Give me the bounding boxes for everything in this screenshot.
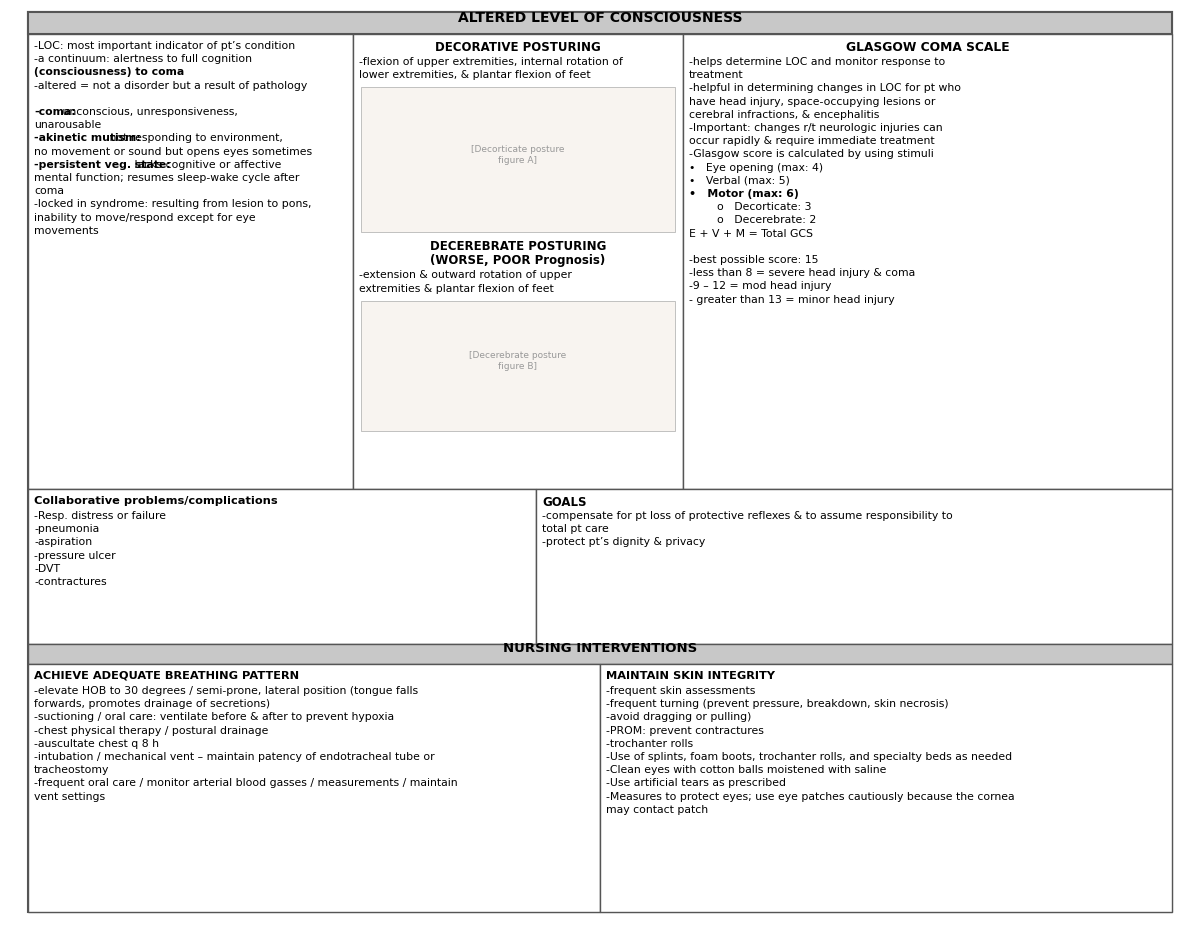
Text: unarousable: unarousable [34, 121, 101, 130]
Text: -auscultate chest q 8 h: -auscultate chest q 8 h [34, 739, 158, 749]
Text: -trochanter rolls: -trochanter rolls [606, 739, 694, 749]
Text: -frequent oral care / monitor arterial blood gasses / measurements / maintain: -frequent oral care / monitor arterial b… [34, 779, 457, 788]
Text: -frequent turning (prevent pressure, breakdown, skin necrosis): -frequent turning (prevent pressure, bre… [606, 699, 949, 709]
Text: mental function; resumes sleep-wake cycle after: mental function; resumes sleep-wake cycl… [34, 173, 299, 183]
Text: -locked in syndrome: resulting from lesion to pons,: -locked in syndrome: resulting from lesi… [34, 199, 312, 210]
Bar [361, 300, 674, 431]
Text: -9 – 12 = mod head injury: -9 – 12 = mod head injury [689, 282, 832, 291]
Text: lower extremities, & plantar flexion of feet: lower extremities, & plantar flexion of … [359, 70, 590, 81]
Text: [Decorticate posture
figure A]: [Decorticate posture figure A] [472, 146, 565, 165]
Text: -PROM: prevent contractures: -PROM: prevent contractures [606, 726, 764, 736]
Text: -contractures: -contractures [34, 577, 107, 587]
Text: ALTERED LEVEL OF CONSCIOUSNESS: ALTERED LEVEL OF CONSCIOUSNESS [457, 11, 743, 25]
Text: -aspiration: -aspiration [34, 538, 92, 548]
Bar [353, 34, 683, 489]
Text: unconscious, unresponsiveness,: unconscious, unresponsiveness, [59, 107, 238, 117]
Text: -Measures to protect eyes; use eye patches cautiously because the cornea: -Measures to protect eyes; use eye patch… [606, 792, 1015, 802]
Bar [536, 489, 1172, 644]
Text: may contact patch: may contact patch [606, 805, 708, 815]
Text: -compensate for pt loss of protective reflexes & to assume responsibility to: -compensate for pt loss of protective re… [542, 511, 953, 521]
Bar [28, 664, 600, 912]
Text: -altered = not a disorder but a result of pathology: -altered = not a disorder but a result o… [34, 81, 307, 91]
Text: -best possible score: 15: -best possible score: 15 [689, 255, 818, 265]
Text: -akinetic mutism:: -akinetic mutism: [34, 133, 140, 144]
Text: have head injury, space-occupying lesions or: have head injury, space-occupying lesion… [689, 96, 935, 107]
Text: -frequent skin assessments: -frequent skin assessments [606, 686, 755, 696]
Bar [28, 489, 536, 644]
Text: -less than 8 = severe head injury & coma: -less than 8 = severe head injury & coma [689, 268, 916, 278]
Text: -pneumonia: -pneumonia [34, 524, 100, 534]
Text: lacks cognitive or affective: lacks cognitive or affective [131, 159, 281, 170]
Bar [28, 644, 1172, 664]
Text: -helpful in determining changes in LOC for pt who: -helpful in determining changes in LOC f… [689, 83, 961, 94]
Text: -coma:: -coma: [34, 107, 76, 117]
Text: treatment: treatment [689, 70, 744, 81]
Text: -a continuum: alertness to full cognition: -a continuum: alertness to full cognitio… [34, 54, 252, 64]
Text: total pt care: total pt care [542, 524, 608, 534]
Bar [361, 87, 674, 233]
Text: ACHIEVE ADEQUATE BREATHING PATTERN: ACHIEVE ADEQUATE BREATHING PATTERN [34, 671, 299, 681]
Text: no movement or sound but opens eyes sometimes: no movement or sound but opens eyes some… [34, 146, 312, 157]
Text: E + V + M = Total GCS: E + V + M = Total GCS [689, 229, 814, 238]
Text: DECORATIVE POSTURING: DECORATIVE POSTURING [436, 41, 601, 54]
Text: (consciousness) to coma: (consciousness) to coma [34, 68, 185, 77]
Text: GLASGOW COMA SCALE: GLASGOW COMA SCALE [846, 41, 1009, 54]
Bar [28, 12, 1172, 34]
Text: o   Decerebrate: 2: o Decerebrate: 2 [689, 215, 816, 225]
Text: [Decerebrate posture
figure B]: [Decerebrate posture figure B] [469, 351, 566, 371]
Text: -elevate HOB to 30 degrees / semi-prone, lateral position (tongue falls: -elevate HOB to 30 degrees / semi-prone,… [34, 686, 418, 696]
Text: •   Motor (max: 6): • Motor (max: 6) [689, 189, 799, 199]
Text: -DVT: -DVT [34, 564, 60, 574]
Text: -Clean eyes with cotton balls moistened with saline: -Clean eyes with cotton balls moistened … [606, 765, 887, 775]
Text: o   Decorticate: 3: o Decorticate: 3 [689, 202, 811, 212]
Text: MAINTAIN SKIN INTEGRITY: MAINTAIN SKIN INTEGRITY [606, 671, 775, 681]
Text: •   Eye opening (max: 4): • Eye opening (max: 4) [689, 162, 823, 172]
Text: movements: movements [34, 226, 98, 235]
Text: -Glasgow score is calculated by using stimuli: -Glasgow score is calculated by using st… [689, 149, 934, 159]
Text: coma: coma [34, 186, 64, 197]
Text: tracheostomy: tracheostomy [34, 765, 109, 775]
Text: -pressure ulcer: -pressure ulcer [34, 551, 115, 561]
Text: vent settings: vent settings [34, 792, 106, 802]
Bar [600, 664, 1172, 912]
Text: NURSING INTERVENTIONS: NURSING INTERVENTIONS [503, 642, 697, 655]
Text: -chest physical therapy / postural drainage: -chest physical therapy / postural drain… [34, 726, 269, 736]
Text: cerebral infractions, & encephalitis: cerebral infractions, & encephalitis [689, 109, 880, 120]
Text: -flexion of upper extremities, internal rotation of: -flexion of upper extremities, internal … [359, 57, 623, 67]
Bar [28, 34, 353, 489]
Text: extremities & plantar flexion of feet: extremities & plantar flexion of feet [359, 284, 553, 294]
Text: -persistent veg. state:: -persistent veg. state: [34, 159, 170, 170]
Text: -LOC: most important indicator of pt’s condition: -LOC: most important indicator of pt’s c… [34, 41, 295, 51]
Text: -avoid dragging or pulling): -avoid dragging or pulling) [606, 713, 751, 722]
Bar [683, 34, 1172, 489]
Text: - greater than 13 = minor head injury: - greater than 13 = minor head injury [689, 295, 895, 305]
Text: not responding to environment,: not responding to environment, [106, 133, 282, 144]
Text: Collaborative problems/complications: Collaborative problems/complications [34, 496, 277, 506]
Text: -intubation / mechanical vent – maintain patency of endotracheal tube or: -intubation / mechanical vent – maintain… [34, 752, 434, 762]
Text: -helps determine LOC and monitor response to: -helps determine LOC and monitor respons… [689, 57, 946, 67]
Text: -Important: changes r/t neurologic injuries can: -Important: changes r/t neurologic injur… [689, 123, 943, 133]
Text: •   Verbal (max: 5): • Verbal (max: 5) [689, 176, 790, 185]
Text: forwards, promotes drainage of secretions): forwards, promotes drainage of secretion… [34, 699, 270, 709]
Text: GOALS: GOALS [542, 496, 587, 509]
Text: occur rapidly & require immediate treatment: occur rapidly & require immediate treatm… [689, 136, 935, 146]
Text: -extension & outward rotation of upper: -extension & outward rotation of upper [359, 271, 572, 280]
Text: (WORSE, POOR Prognosis): (WORSE, POOR Prognosis) [431, 254, 606, 267]
Text: -Use artificial tears as prescribed: -Use artificial tears as prescribed [606, 779, 786, 788]
Text: DECEREBRATE POSTURING: DECEREBRATE POSTURING [430, 240, 606, 253]
Text: -suctioning / oral care: ventilate before & after to prevent hypoxia: -suctioning / oral care: ventilate befor… [34, 713, 394, 722]
Text: -Resp. distress or failure: -Resp. distress or failure [34, 511, 166, 521]
Text: -Use of splints, foam boots, trochanter rolls, and specialty beds as needed: -Use of splints, foam boots, trochanter … [606, 752, 1012, 762]
Text: inability to move/respond except for eye: inability to move/respond except for eye [34, 212, 256, 222]
Text: -protect pt’s dignity & privacy: -protect pt’s dignity & privacy [542, 538, 706, 548]
